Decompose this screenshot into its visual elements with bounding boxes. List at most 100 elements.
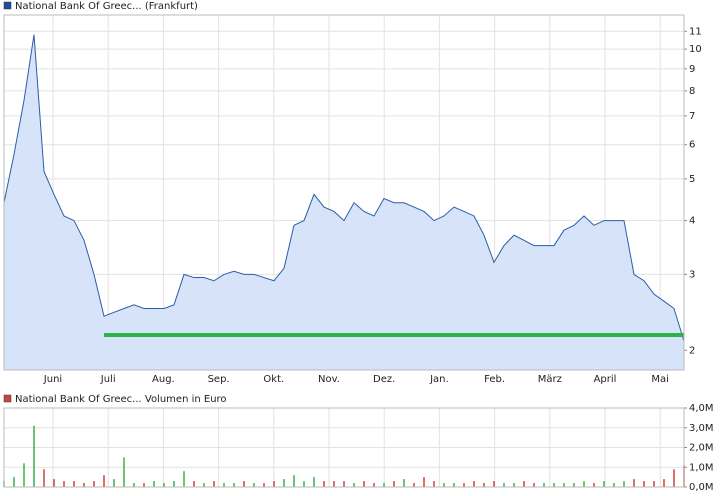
volume-bar (383, 483, 385, 487)
volume-bar (653, 481, 655, 487)
y-tick-label: 2 (689, 345, 695, 356)
volume-bar (603, 481, 605, 487)
volume-bar (373, 483, 375, 487)
volume-bar (63, 481, 65, 487)
volume-bar (123, 457, 125, 487)
y-tick-label: 4,0M (689, 403, 714, 414)
volume-bar (583, 481, 585, 487)
legend-swatch (3, 394, 12, 403)
volume-bar (233, 483, 235, 487)
x-tick-label: Nov. (318, 374, 340, 385)
volume-bar (213, 481, 215, 487)
x-tick-label: Aug. (152, 374, 175, 385)
volume-bar (473, 481, 475, 487)
volume-bar (313, 477, 315, 487)
volume-bar (543, 483, 545, 487)
volume-bar (243, 481, 245, 487)
plot-frame (3, 14, 685, 371)
volume-bar (663, 479, 665, 487)
price-area (4, 34, 684, 370)
volume-bar (633, 479, 635, 487)
volume-bar (93, 481, 95, 487)
volume-bar (23, 463, 25, 487)
y-tick-label: 6 (689, 140, 695, 151)
volume-bar (453, 483, 455, 487)
volume-bar (143, 483, 145, 487)
volume-bar (183, 471, 185, 487)
legend-swatch (3, 1, 12, 10)
volume-bar (43, 469, 45, 487)
y-tick-label: 9 (689, 64, 695, 75)
y-tick-label: 4 (689, 216, 695, 227)
y-tick-label: 2,0M (689, 443, 714, 454)
y-tick-label: 3,0M (689, 423, 714, 434)
y-tick-label: 0,0M (689, 482, 714, 493)
volume-bar (73, 481, 75, 487)
y-tick-label: 11 (689, 26, 702, 37)
y-tick-label: 5 (689, 174, 695, 185)
volume-bar (323, 481, 325, 487)
volume-bar (533, 483, 535, 487)
x-tick-label: Okt. (263, 374, 284, 385)
volume-bar (503, 483, 505, 487)
volume-bar (33, 425, 35, 487)
volume-bar (573, 483, 575, 487)
volume-bar (353, 483, 355, 487)
volume-bar (283, 479, 285, 487)
volume-bar (333, 481, 335, 487)
volume-bar (413, 483, 415, 487)
x-tick-label: April (594, 374, 617, 385)
y-tick-label: 10 (689, 44, 702, 55)
x-tick-label: Juli (100, 374, 116, 385)
volume-bar (363, 481, 365, 487)
y-tick-label: 8 (689, 86, 695, 97)
volume-bar (553, 483, 555, 487)
volume-bar (133, 483, 135, 487)
volume-bar (173, 481, 175, 487)
volume-bar (563, 483, 565, 487)
volume-bar (443, 483, 445, 487)
x-tick-label: März (538, 374, 562, 385)
volume-bar (433, 481, 435, 487)
y-tick-label: 7 (689, 111, 695, 122)
volume-bar (673, 469, 675, 487)
y-tick-label: 3 (689, 269, 695, 280)
volume-bar (423, 477, 425, 487)
chart-title: National Bank Of Greec... (Frankfurt) (15, 1, 198, 12)
volume-bar (103, 475, 105, 487)
volume-bar (153, 481, 155, 487)
volume-bar (203, 483, 205, 487)
volume-bar (393, 481, 395, 487)
volume-bar (83, 483, 85, 487)
volume-bar (113, 479, 115, 487)
volume-bar (623, 481, 625, 487)
volume-bar (223, 483, 225, 487)
volume-bar (303, 481, 305, 487)
volume-bar (163, 483, 165, 487)
volume-bar (593, 483, 595, 487)
volume-bar (403, 479, 405, 487)
plot-frame (3, 407, 685, 488)
volume-bar (193, 481, 195, 487)
volume-bar (493, 481, 495, 487)
volume-bar (263, 483, 265, 487)
volume-bar (53, 479, 55, 487)
volume-bar (273, 481, 275, 487)
volume-bar (13, 477, 15, 487)
x-tick-label: Mai (651, 374, 669, 385)
volume-bar (463, 483, 465, 487)
x-tick-label: Sep. (208, 374, 230, 385)
x-tick-label: Feb. (484, 374, 505, 385)
volume-bar (293, 475, 295, 487)
volume-bar (513, 483, 515, 487)
volume-bar (523, 481, 525, 487)
price-line (3, 34, 685, 342)
volume-bar (483, 483, 485, 487)
volume-bar (643, 481, 645, 487)
x-tick-label: Dez. (373, 374, 395, 385)
volume-bar (613, 483, 615, 487)
volume-bar (253, 483, 255, 487)
x-tick-label: Juni (43, 374, 62, 385)
y-tick-label: 1,0M (689, 462, 714, 473)
